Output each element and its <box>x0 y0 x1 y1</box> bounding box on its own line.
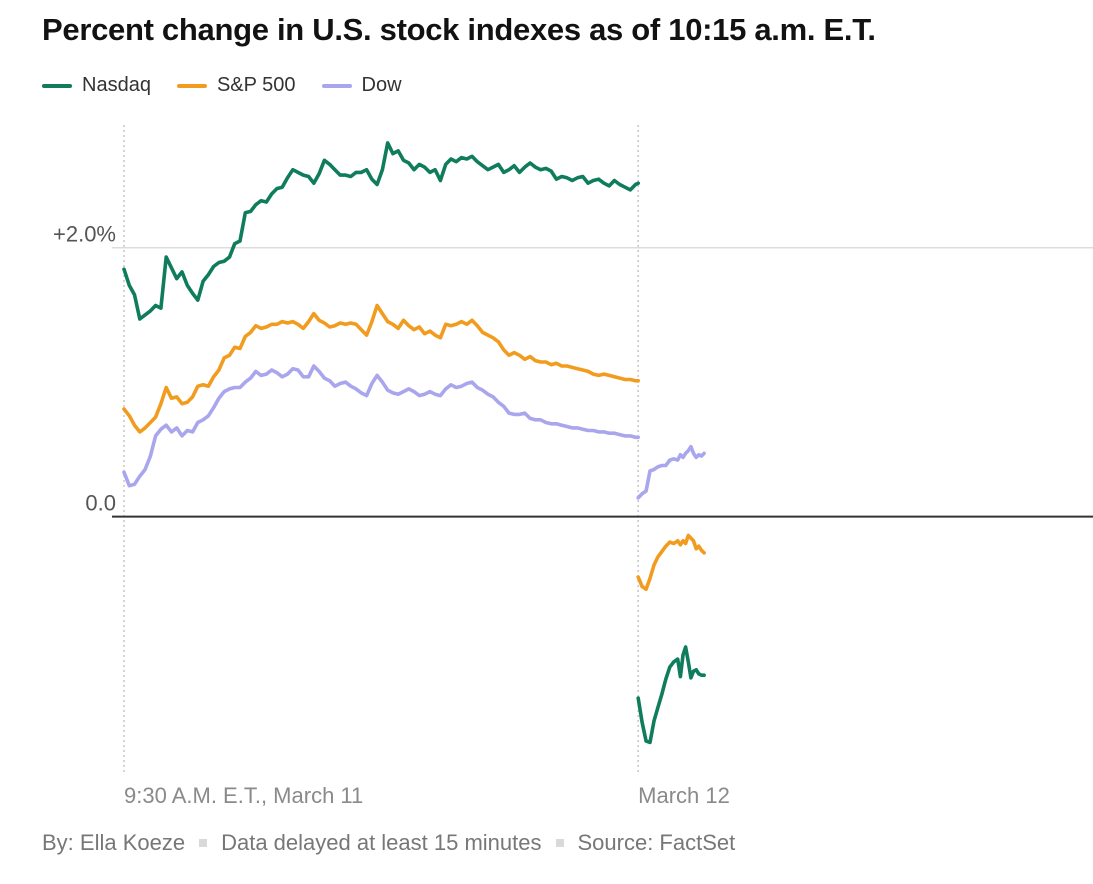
legend-swatch-dow <box>321 83 352 88</box>
series-line-nasdaq-day-1 <box>122 141 641 321</box>
legend-swatch-sp500 <box>176 83 207 88</box>
legend-label-sp500: S&P 500 <box>216 74 296 96</box>
y-tick-label: +2.0% <box>53 222 116 247</box>
legend-label-nasdaq: Nasdaq <box>82 74 151 96</box>
series-line-dow-day-2 <box>636 444 706 500</box>
byline: By: Ella Koeze <box>42 830 186 855</box>
series-line-sp500-day-2 <box>636 533 706 592</box>
x-tick-label: March 12 <box>638 783 730 808</box>
delay-note: Data delayed at least 15 minutes <box>221 830 542 855</box>
x-tick-label: 9:30 A.M. E.T., March 11 <box>124 783 363 808</box>
legend: Nasdaq S&P 500 Dow <box>42 74 402 97</box>
source-credit: Source: FactSet <box>577 830 736 855</box>
legend-label-dow: Dow <box>361 74 402 96</box>
legend-item-nasdaq: Nasdaq <box>42 74 151 97</box>
legend-swatch-nasdaq <box>42 83 72 88</box>
series-line-nasdaq-day-2 <box>636 645 706 745</box>
footer: By: Ella Koeze Data delayed at least 15 … <box>42 830 735 856</box>
series-line-sp500-day-1 <box>122 303 641 434</box>
legend-item-dow: Dow <box>321 74 402 97</box>
y-tick-label: 0.0 <box>85 491 116 516</box>
separator-dot <box>555 839 564 847</box>
legend-item-sp500: S&P 500 <box>176 74 296 97</box>
chart-title: Percent change in U.S. stock indexes as … <box>42 12 876 47</box>
series-line-dow-day-1 <box>122 364 641 488</box>
separator-dot <box>199 839 208 847</box>
